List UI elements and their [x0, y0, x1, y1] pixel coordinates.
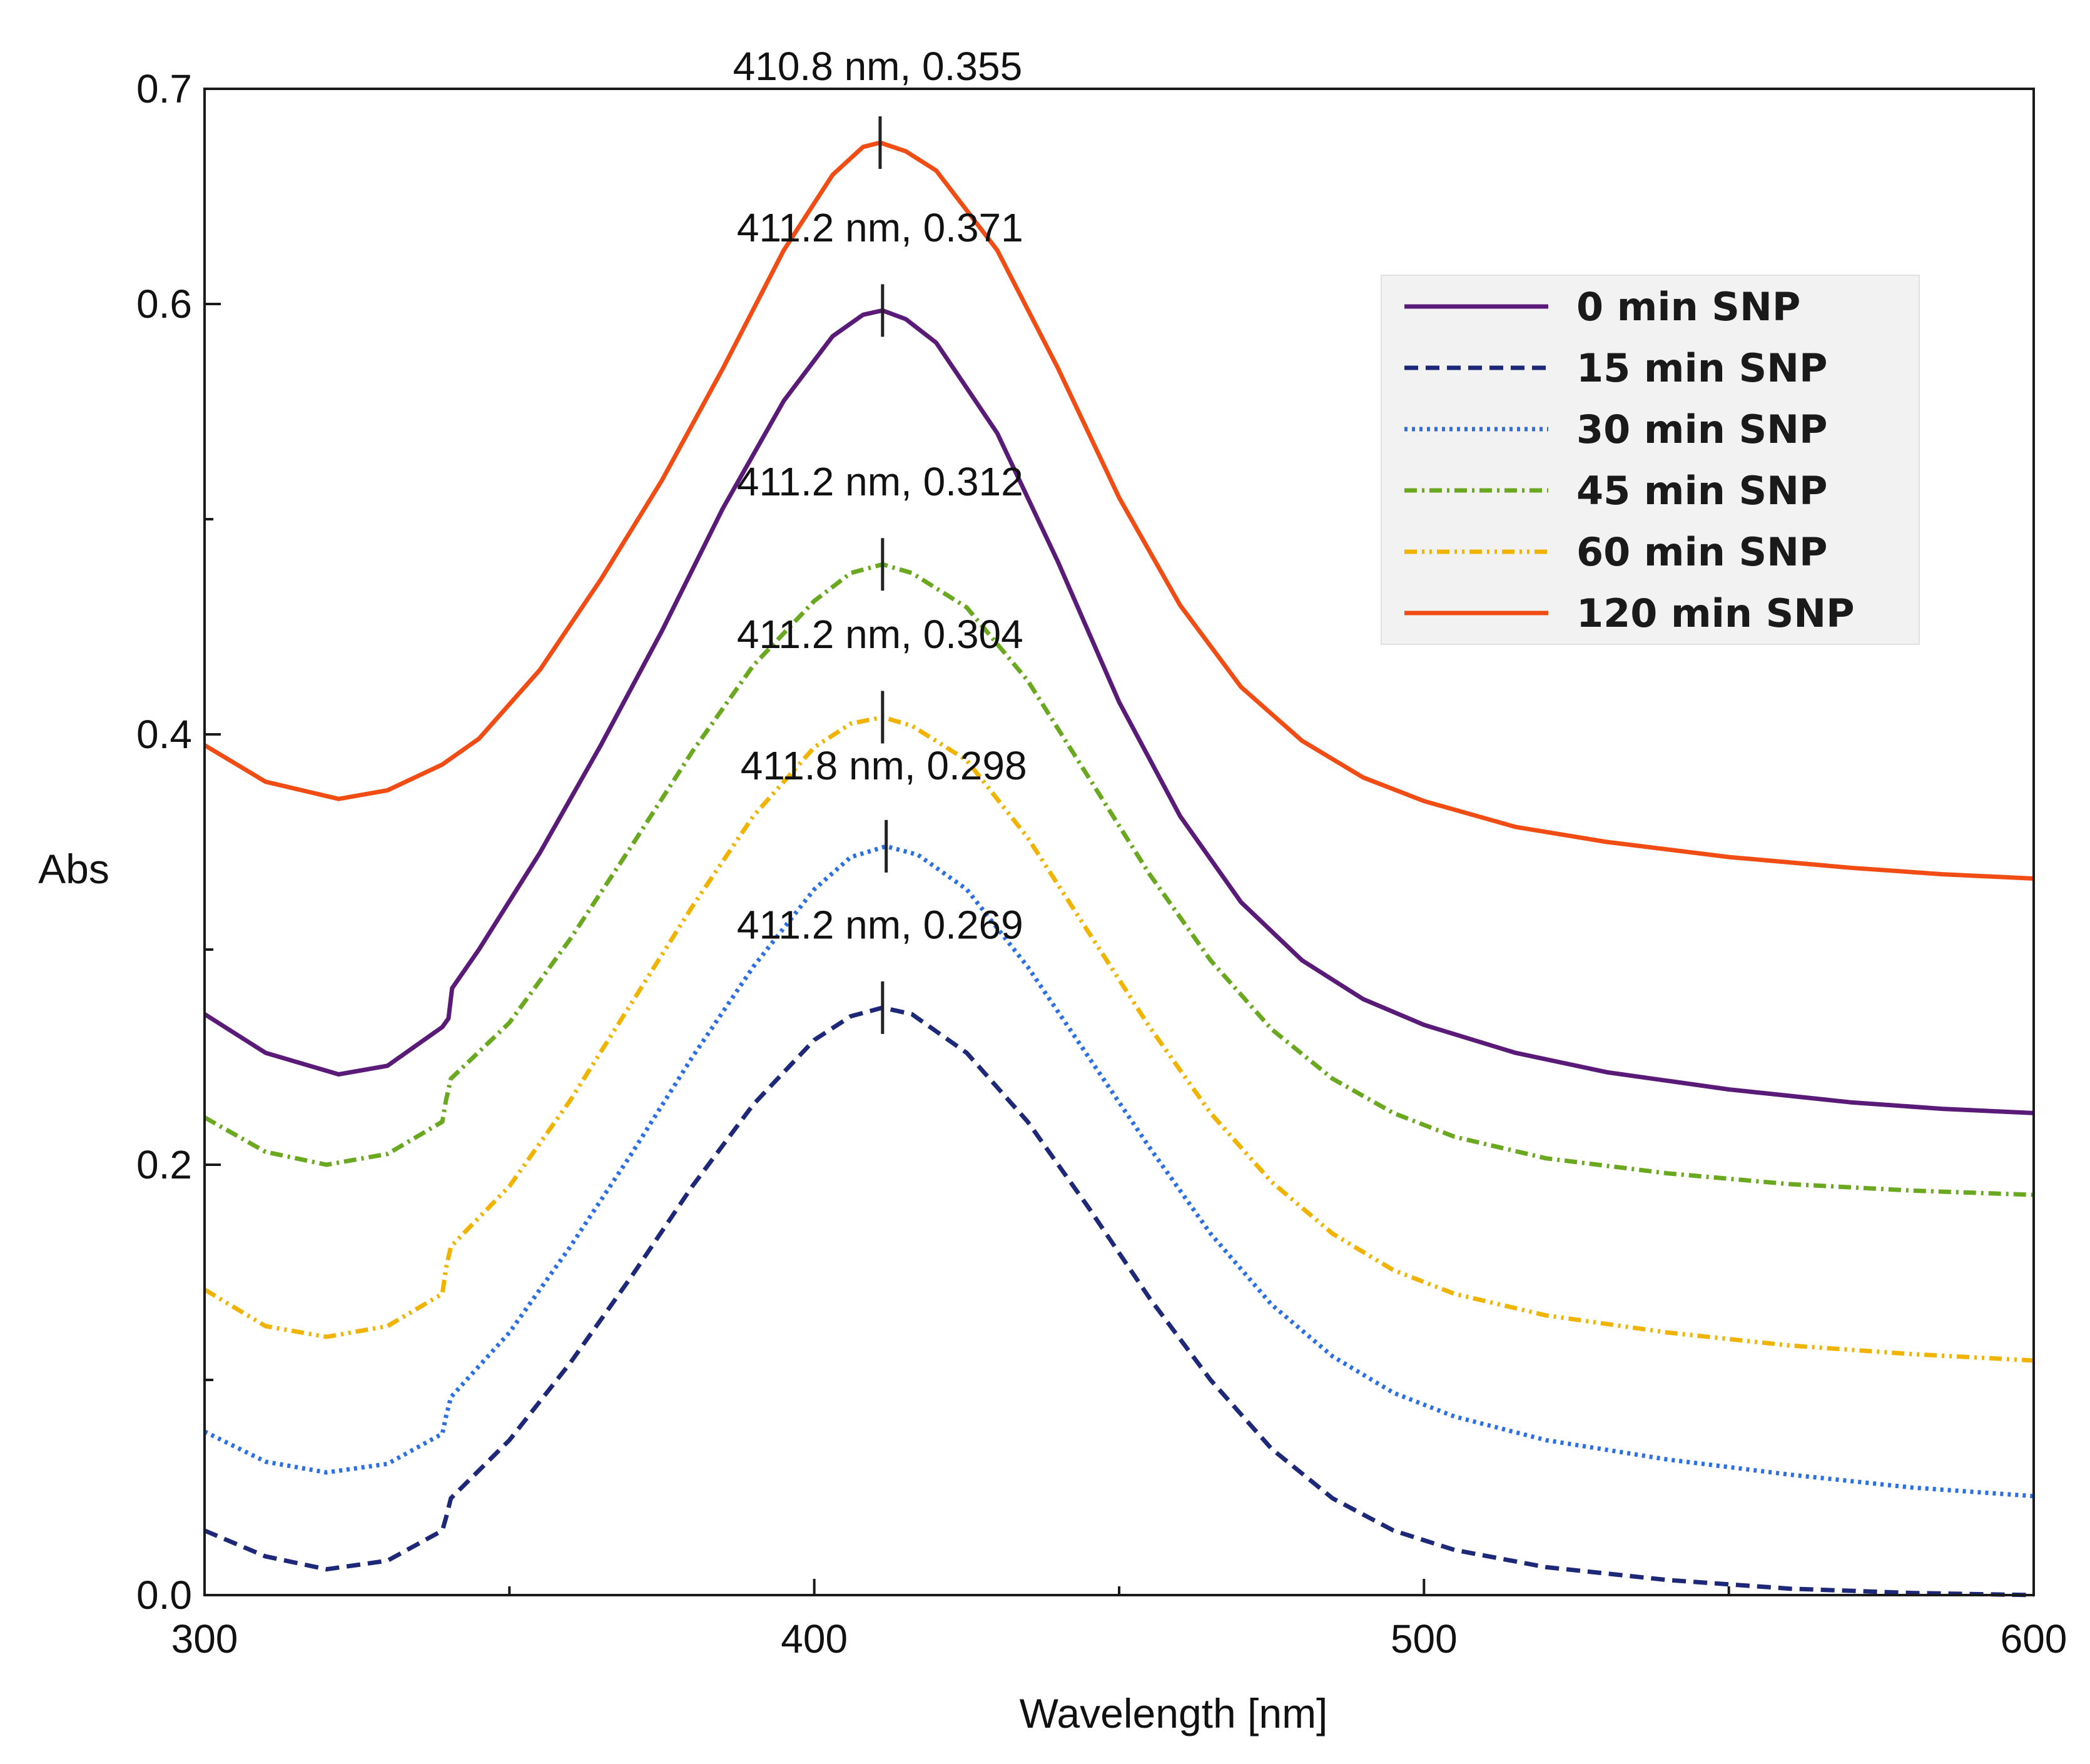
series-line-0-min-snp	[203, 308, 2034, 1115]
legend-label-15-min-snp: 15 min SNP	[1576, 345, 1827, 391]
peak-label: 411.2 nm, 0.312	[737, 459, 1023, 504]
x-axis-title: Wavelength [nm]	[1020, 1690, 1328, 1736]
y-tick-label: 0.0	[136, 1573, 192, 1618]
legend-label-45-min-snp: 45 min SNP	[1576, 468, 1827, 514]
legend-label-120-min-snp: 120 min SNP	[1576, 591, 1855, 636]
y-tick-label: 0.2	[136, 1142, 192, 1187]
series-line-15-min-snp	[203, 1005, 2034, 1598]
legend-label-0-min-snp: 0 min SNP	[1576, 284, 1800, 330]
series-layer	[203, 140, 2034, 1598]
x-tick-label: 600	[2001, 1616, 2067, 1661]
legend: 0 min SNP 15 min SNP 30 min SNP 45 min SNP 6…	[1381, 275, 1920, 645]
axis-ticks: 300 400 500 600 0.0 0.2 0.4 0.6 0.7	[136, 66, 2067, 1661]
peak-label: 411.2 nm, 0.269	[737, 903, 1023, 948]
y-tick-label: 0.7	[136, 66, 192, 111]
peak-label: 411.2 nm, 0.304	[737, 612, 1023, 657]
x-tick-label: 300	[171, 1616, 238, 1661]
peak-label: 410.8 nm, 0.355	[733, 44, 1023, 89]
legend-label-60-min-snp: 60 min SNP	[1576, 529, 1827, 575]
x-tick-label: 400	[781, 1616, 848, 1661]
x-tick-label: 500	[1391, 1616, 1458, 1661]
legend-label-30-min-snp: 30 min SNP	[1576, 407, 1827, 452]
y-axis-title: Abs	[38, 846, 109, 892]
legend-box	[1381, 275, 1920, 645]
series-line-120-min-snp	[203, 140, 2034, 881]
peak-label: 411.8 nm, 0.298	[741, 743, 1027, 788]
peak-annotations: 410.8 nm, 0.355 411.2 nm, 0.371 411.2 nm, …	[733, 44, 1027, 1034]
peak-label: 411.2 nm, 0.371	[737, 205, 1023, 250]
y-tick-label: 0.6	[136, 281, 192, 327]
y-tick-label: 0.4	[136, 712, 192, 757]
series-line-45-min-snp	[203, 562, 2034, 1197]
series-line-60-min-snp	[203, 715, 2034, 1363]
